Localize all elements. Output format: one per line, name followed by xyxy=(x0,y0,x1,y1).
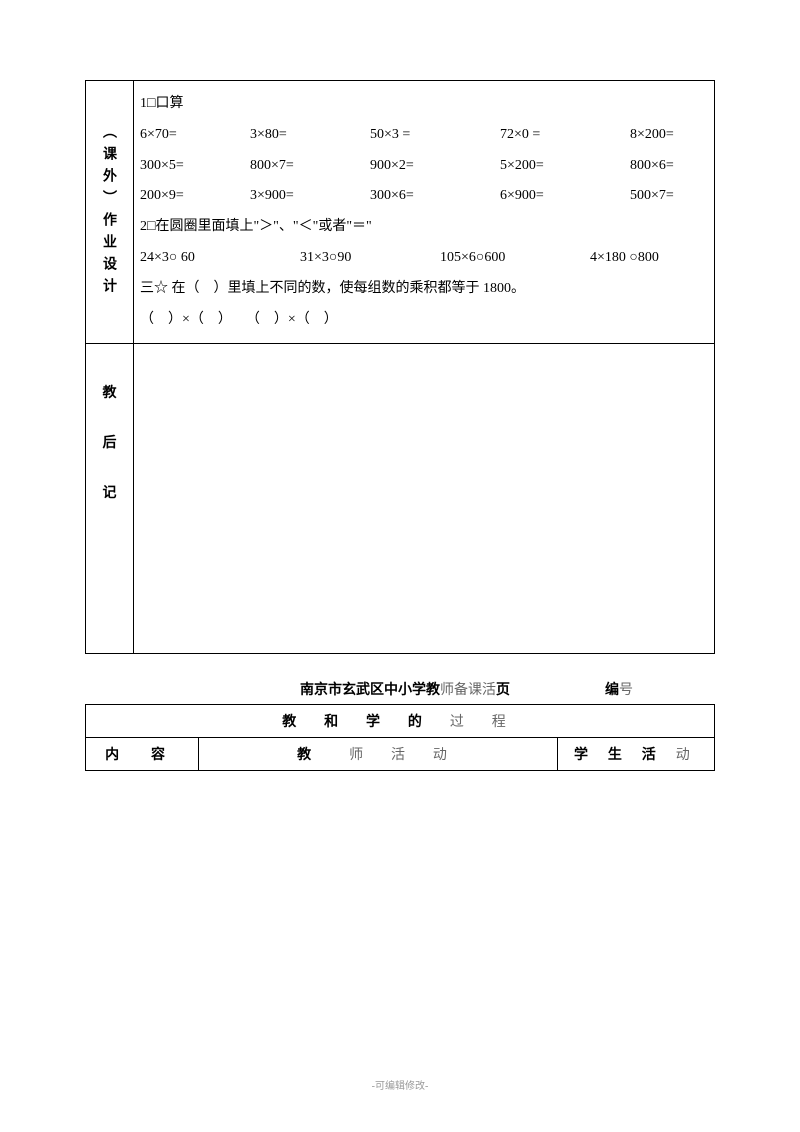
notes-content xyxy=(134,344,715,654)
homework-content: 1□口算 6×70= 3×80= 50×3 = 72×0 = 8×200= 30… xyxy=(134,81,715,344)
calc-row-2: 300×5= 800×7= 900×2= 5×200= 800×6= xyxy=(140,151,708,182)
page-footer: -可编辑修改- xyxy=(0,1077,800,1092)
calc-row-1: 6×70= 3×80= 50×3 = 72×0 = 8×200= xyxy=(140,120,708,151)
process-header: 教 和 学 的 过 程 xyxy=(86,705,715,738)
col-teacher: 教 师 活 动 xyxy=(199,738,558,771)
col-content: 内 容 xyxy=(86,738,199,771)
question3-title: 三☆ 在（ ）里填上不同的数，使每组数的乘积都等于 1800。 xyxy=(140,274,708,305)
notes-label: 教 后 记 xyxy=(86,344,134,654)
header-title: 南京市玄武区中小学教师备课活页 xyxy=(95,679,605,699)
question1-title: 1□口算 xyxy=(140,89,708,120)
col-student: 学 生 活 动 xyxy=(557,738,714,771)
page-header: 南京市玄武区中小学教师备课活页 编号 xyxy=(85,679,715,699)
header-number: 编号 xyxy=(605,679,705,699)
question2-title: 2□在圆圈里面填上"＞"、"＜"或者"＝" xyxy=(140,212,708,243)
homework-label: （课外）作业设计 xyxy=(86,81,134,344)
process-table: 教 和 学 的 过 程 内 容 教 师 活 动 学 生 活 动 xyxy=(85,704,715,771)
question3-blanks: （ ）×（ ） （ ）×（ ） xyxy=(140,305,708,336)
worksheet-table: （课外）作业设计 1□口算 6×70= 3×80= 50×3 = 72×0 = … xyxy=(85,80,715,654)
compare-row: 24×3○ 60 31×3○90 105×6○600 4×180 ○800 xyxy=(140,243,708,274)
calc-row-3: 200×9= 3×900= 300×6= 6×900= 500×7= xyxy=(140,181,708,212)
